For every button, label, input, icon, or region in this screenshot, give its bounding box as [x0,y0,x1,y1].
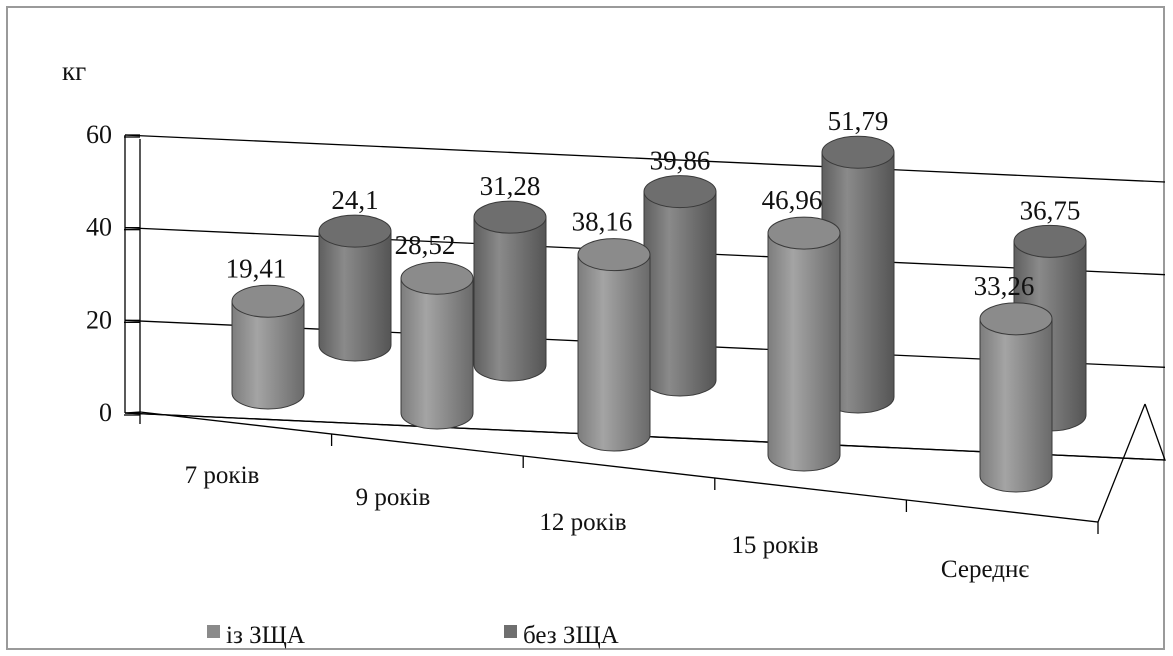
grid-line-back-3 [124,134,1166,183]
x-tick-label-2: 12 років [539,509,626,536]
legend-swatch-series-2 [504,625,517,638]
x-tick-label-1: 9 років [356,484,431,511]
bars [231,135,1087,493]
bar-series-1-3 [767,216,841,472]
y-axis-label: кг [62,56,86,86]
x-tick-label-0: 7 років [185,462,260,489]
value-label-series-2-3: 51,79 [828,106,889,136]
bar-series-2-2-top [643,175,717,209]
legend-swatch-series-1 [207,625,220,638]
bar-series-2-0-top [318,214,392,248]
legend-label-series-1: із ЗЩА [226,622,305,649]
value-label-series-2-0: 24,1 [331,185,378,215]
x-tick-label-3: 15 років [731,532,818,559]
y-tick-label-2: 40 [86,213,112,242]
bar-series-2-2-body [643,191,717,397]
bar-series-1-0 [231,284,305,410]
bar-series-1-4-top [979,302,1053,336]
y-tick-label-3: 60 [86,120,112,149]
bar-series-2-0-body [318,230,392,362]
x-axis-labels: 7 років 9 років 12 років 15 років Середнє [185,462,1030,583]
bar-series-1-2 [577,238,651,452]
bar-series-2-4-top [1013,224,1087,258]
bar-series-2-2 [643,175,717,397]
bar-series-1-0-top [231,284,305,318]
value-labels: 24,1 31,28 39,86 51,79 36,75 19,41 28,52 38,16 4… [226,106,1081,301]
value-label-series-2-4: 36,75 [1020,195,1081,225]
y-tick-label-1: 20 [86,305,112,334]
bar-series-1-3-top [767,216,841,250]
value-label-series-1-1: 28,52 [395,230,456,260]
value-label-series-2-1: 31,28 [480,171,541,201]
bar-series-1-2-top [577,238,651,272]
legend: із ЗЩА без ЗЩА [207,622,619,649]
value-label-series-1-4: 33,26 [974,271,1035,301]
bar-series-2-0 [318,214,392,362]
value-label-series-1-0: 19,41 [226,253,287,283]
y-axis-ticks: 0 20 40 60 [86,120,140,427]
bar-series-2-1-body [473,216,547,382]
value-label-series-1-3: 46,96 [762,185,823,215]
value-label-series-2-2: 39,86 [650,146,711,176]
bar-series-2-3-top [821,135,895,169]
y-tick-label-0: 0 [99,398,112,427]
value-label-series-1-2: 38,16 [572,207,633,237]
bar-series-1-1-top [400,261,474,295]
bar-series-1-3-body [767,232,841,472]
bar-series-1-1-body [400,277,474,430]
bar-series-1-0-body [231,300,305,410]
bar-series-2-1-top [473,200,547,234]
x-tick-label-4: Середнє [941,556,1029,583]
bar-series-2-1 [473,200,547,382]
bar-series-1-4 [979,302,1053,493]
bar-series-1-4-body [979,318,1053,493]
bar-series-1-1 [400,261,474,430]
bar-series-1-2-body [577,254,651,452]
legend-label-series-2: без ЗЩА [523,622,619,649]
